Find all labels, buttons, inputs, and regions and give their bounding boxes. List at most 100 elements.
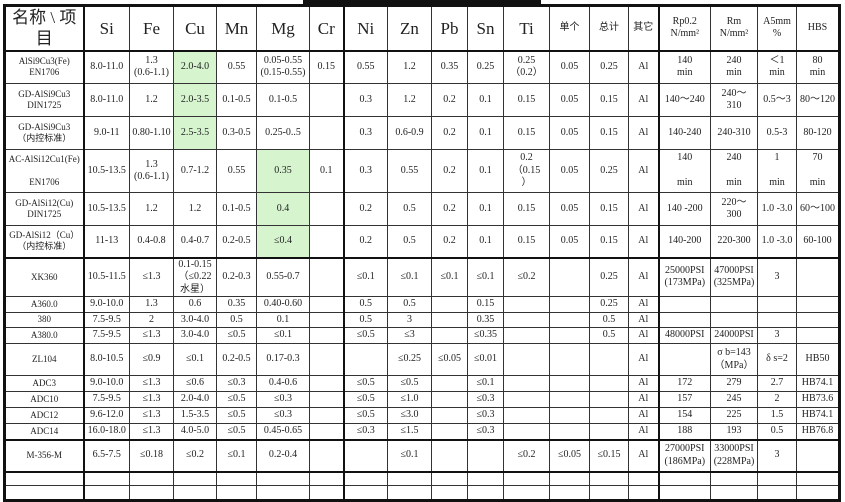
cell-ni [343, 343, 388, 376]
cell-mg [256, 485, 310, 501]
cell-name: GD-AlSi12（Cu） （内控标准） [4, 225, 85, 259]
cell-cu: ≤0.2 [173, 439, 217, 473]
cell-cr [309, 83, 345, 117]
cell-hbs [796, 485, 840, 501]
cell-rp02: 140-240 [658, 116, 711, 150]
cell-cu: 2.5-3.5 [173, 116, 217, 150]
header-rm: Rm N/mm² [710, 5, 758, 52]
cell-name: A360.0 [4, 296, 85, 313]
cell-ti [503, 485, 550, 501]
cell-fe [129, 485, 174, 501]
cell-name: ADC14 [4, 423, 85, 441]
cell-mg: ≤0.4 [256, 225, 310, 259]
cell-ni: 0.5 [343, 312, 388, 328]
table-row: 380 7.5-9.5 2 3.0-4.0 0.5 0.1 0.5 3 0.35 0.5 Al [4, 312, 840, 328]
header-mn: Mn [216, 5, 257, 52]
cell-pb [431, 485, 468, 501]
cell-cr [309, 327, 345, 344]
cell-hbs [796, 327, 840, 344]
cell-sn: 0.25 [467, 50, 504, 84]
cell-fe: 1.3 [129, 296, 174, 313]
cell-sn: ≤0.3 [467, 407, 504, 424]
cell-sn [467, 471, 504, 486]
cell-pb [431, 296, 468, 313]
cell-fe: ≤0.18 [129, 439, 174, 473]
cell-a5mm: δ s=2 [757, 343, 797, 376]
cell-ni: 0.2 [343, 225, 388, 259]
cell-si: 8.0-10.5 [83, 343, 130, 376]
cell-zn: ≤0.1 [387, 257, 432, 297]
cell-pb [431, 375, 468, 392]
cell-pb: 0.2 [431, 192, 468, 226]
cell-ti: 0.15 [503, 192, 550, 226]
cell-mg: 0.45-0.65 [256, 423, 310, 441]
cell-fe: ≤0.9 [129, 343, 174, 376]
cell-sn: 0.1 [467, 192, 504, 226]
cell-sn: ≤0.3 [467, 391, 504, 408]
header-mg: Mg [256, 5, 310, 52]
cell-cu: 4.0-5.0 [173, 423, 217, 441]
cell-ni: ≤0.3 [343, 423, 388, 441]
table-row: GD-AlSi9Cu3 DIN1725 8.0-11.0 1.2 2.0-3.5 0.1… [4, 83, 840, 117]
cell-rp02: 154 [658, 407, 711, 424]
cell-cr [309, 192, 345, 226]
cell-other: Al [628, 327, 660, 344]
header-a5mm: A5mm % [757, 5, 797, 52]
cell-pb [431, 391, 468, 408]
cell-fe: ≤1.3 [129, 257, 174, 297]
cell-hbs: 80 min [796, 50, 840, 84]
cell-rp02: 157 [658, 391, 711, 408]
cell-hbs [796, 312, 840, 328]
cell-ti [503, 343, 550, 376]
cell-mg: 0.1 [256, 312, 310, 328]
cell-ti [503, 327, 550, 344]
cell-name: AlSi9Cu3(Fe) EN1706 [4, 50, 85, 84]
cell-hbs: HB50 [796, 343, 840, 376]
cell-fe: 0.80-1.10 [129, 116, 174, 150]
cell-a5mm [757, 485, 797, 501]
cell-single [549, 391, 590, 408]
cell-a5mm: 3 [757, 327, 797, 344]
cell-hbs [796, 439, 840, 473]
cell-rm: 24000PSI [710, 327, 758, 344]
table-row [4, 485, 840, 501]
header-cu: Cu [173, 5, 217, 52]
cell-mg: ≤0.3 [256, 391, 310, 408]
cell-zn: ≤3.0 [387, 407, 432, 424]
cell-total [589, 375, 629, 392]
cell-cr: 0.1 [309, 149, 345, 193]
cell-name [4, 485, 85, 501]
cell-name: ZL104 [4, 343, 85, 376]
cell-ni: ≤0.5 [343, 327, 388, 344]
cell-ni: 0.3 [343, 149, 388, 193]
header-hbs: HBS [796, 5, 840, 52]
cell-rp02: 140 -200 [658, 192, 711, 226]
cell-fe: 1.2 [129, 83, 174, 117]
cell-rm [710, 471, 758, 486]
cell-mg: 0.40-0.60 [256, 296, 310, 313]
cell-cu: ≤0.6 [173, 375, 217, 392]
cell-cr [309, 471, 345, 486]
cell-a5mm: 3 [757, 257, 797, 297]
cell-total: 0.15 [589, 192, 629, 226]
cell-mg: ≤0.1 [256, 327, 310, 344]
cell-rp02: 140 min [658, 149, 711, 193]
cell-sn: 0.1 [467, 83, 504, 117]
cell-sn [467, 439, 504, 473]
cell-rm: 33000PSI (228MPa) [710, 439, 758, 473]
cell-a5mm: 2.7 [757, 375, 797, 392]
cell-name: GD-AlSi9Cu3 （内控标准） [4, 116, 85, 150]
cell-single: 0.05 [549, 50, 590, 84]
cell-hbs: 60～100 [796, 192, 840, 226]
cell-pb: 0.2 [431, 116, 468, 150]
header-pb: Pb [431, 5, 468, 52]
cell-total: 0.25 [589, 257, 629, 297]
cell-name: XK360 [4, 257, 85, 297]
cell-name: A380.0 [4, 327, 85, 344]
cell-single [549, 327, 590, 344]
cell-total: 0.5 [589, 312, 629, 328]
cell-si: 16.0-18.0 [83, 423, 130, 441]
cell-ti [503, 375, 550, 392]
cell-zn: ≤0.1 [387, 439, 432, 473]
cell-si: 10.5-13.5 [83, 192, 130, 226]
